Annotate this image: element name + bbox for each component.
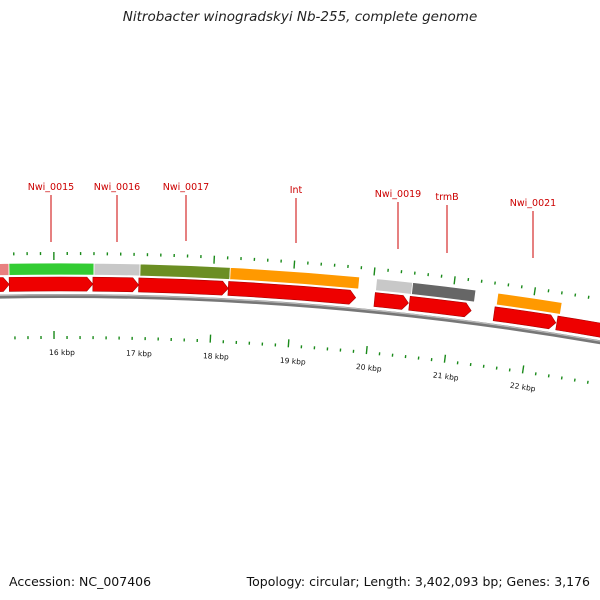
cog-block[interactable] (139, 263, 231, 280)
cds-arrow[interactable] (408, 295, 472, 318)
gene-label[interactable]: trmB (435, 192, 458, 203)
scale-tick (365, 345, 368, 355)
genome-backbone (0, 294, 600, 345)
scale-tick (533, 287, 537, 296)
genome-backbone-highlight (0, 294, 600, 342)
gene-label[interactable]: Nwi_0017 (163, 182, 209, 193)
cds-arrow[interactable] (8, 276, 94, 292)
scale-label: 16 kbp (49, 348, 75, 357)
scale-label: 19 kbp (280, 356, 307, 367)
gene-label[interactable]: Int (290, 185, 303, 196)
cog-block[interactable] (229, 267, 361, 290)
scale-tick (521, 365, 525, 374)
scale-tick (443, 354, 447, 363)
cds-arrow[interactable] (138, 277, 229, 296)
scale-tick (293, 260, 296, 269)
scale-label: 17 kbp (126, 349, 152, 359)
cds-arrow[interactable] (492, 306, 557, 330)
scale-tick (453, 276, 456, 285)
cog-block[interactable] (495, 292, 563, 315)
gene-label[interactable]: Nwi_0019 (375, 189, 421, 200)
cds-arrow[interactable] (92, 276, 140, 293)
scale-label: 22 kbp (509, 381, 536, 394)
cog-block[interactable] (0, 263, 10, 276)
gene-label[interactable]: Nwi_0015 (28, 182, 74, 193)
map-title: Nitrobacter winogradskyi Nb-255, complet… (122, 9, 478, 25)
cds-arrow[interactable] (227, 281, 357, 305)
cds-arrow[interactable] (555, 315, 600, 338)
cog-block[interactable] (411, 282, 477, 303)
cog-block[interactable] (375, 278, 414, 295)
cds-arrow[interactable] (373, 292, 409, 310)
scale-tick (287, 339, 290, 348)
scale-label: 20 kbp (356, 362, 383, 374)
cds-arrow[interactable] (0, 277, 10, 292)
scale-label: 21 kbp (432, 370, 459, 382)
scale-label: 18 kbp (203, 351, 229, 361)
gene-label[interactable]: Nwi_0021 (510, 198, 556, 209)
cog-block[interactable] (93, 262, 141, 277)
accession-label: Accession: NC_007406 (9, 574, 152, 589)
cog-block[interactable] (8, 262, 95, 276)
genome-summary: Topology: circular; Length: 3,402,093 bp… (246, 574, 590, 589)
scale-tick (373, 267, 376, 276)
gene-label[interactable]: Nwi_0016 (94, 182, 140, 193)
scale-tick (586, 380, 589, 384)
